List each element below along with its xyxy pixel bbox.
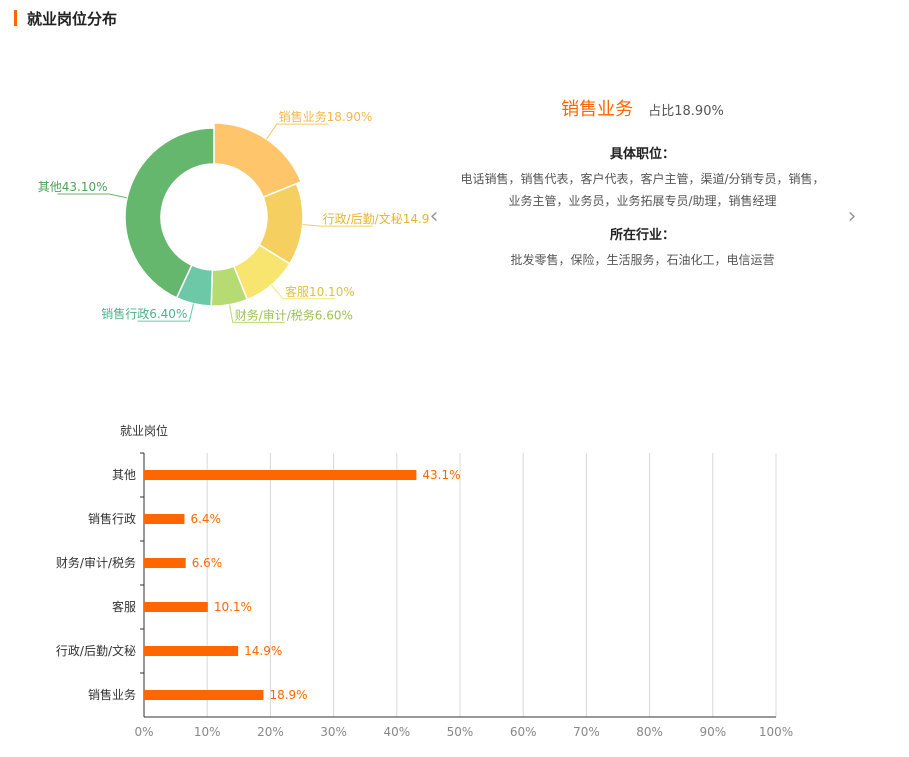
bar-财务-审计-税务[interactable] (144, 558, 186, 568)
y-axis-title: 就业岗位 (120, 423, 168, 438)
category-label: 销售业务 (88, 687, 136, 702)
bar-chart: 就业岗位 0% 10% 20% 30% 40% 50% 60% 70% 80% 90% 100% 其他 4… (56, 423, 793, 739)
donut-leader-line (229, 304, 285, 323)
bar-value-label: 6.6% (192, 556, 223, 570)
donut-label: 财务/审计/税务6.60% (235, 307, 353, 322)
positions-label: 具体职位： (609, 147, 675, 162)
detail-name: 销售业务 (561, 99, 634, 120)
bar-value-label: 14.9% (244, 644, 282, 658)
donut-slice-其他[interactable] (124, 127, 215, 299)
donut-label: 销售行政6.40% (101, 306, 187, 321)
category-label: 行政/后勤/文秘 (56, 643, 136, 658)
bar-value-label: 6.4% (190, 512, 221, 526)
header-accent-bar (14, 10, 17, 26)
donut-leader-line (302, 224, 373, 227)
donut-label: 其他43.10% (38, 180, 108, 194)
bar-value-label: 43.1% (422, 468, 460, 482)
donut-leader-line (266, 123, 329, 140)
bar-value-label: 18.9% (269, 688, 307, 702)
donut-leader-line (57, 193, 128, 199)
category-label: 客服 (112, 599, 136, 614)
x-tick-label: 60% (510, 725, 537, 739)
detail-panel: 销售业务 占比18.90% 具体职位： 电话销售，销售代表，客户代表，客户主管，… (455, 95, 830, 271)
section-title: 就业岗位分布 (27, 9, 118, 28)
bar-客服[interactable] (144, 602, 208, 612)
positions-text: 电话销售，销售代表，客户代表，客户主管，渠道/分销专员，销售，业务主管，业务员，… (460, 172, 825, 208)
detail-percent: 占比18.90% (648, 104, 724, 119)
chevron-left-icon[interactable]: ‹ (429, 204, 439, 229)
x-tick-label: 100% (759, 725, 793, 739)
industries-text: 批发零售，保险，生活服务，石油化工，电信运营 (510, 253, 775, 267)
donut-label: 行政/后勤/文秘14.9 (323, 211, 430, 226)
donut-leader-line (270, 284, 335, 300)
category-label: 其他 (112, 468, 136, 482)
x-tick-label: 80% (636, 725, 663, 739)
chevron-right-icon[interactable]: › (847, 204, 857, 229)
bar-value-label: 10.1% (214, 600, 252, 614)
x-tick-label: 50% (447, 725, 474, 739)
bar-销售业务[interactable] (144, 690, 264, 700)
donut-chart: 销售业务18.90% 行政/后勤/文秘14.9 客服10.10% 财务/审计/税务6.… (38, 109, 430, 323)
donut-label: 客服10.10% (285, 284, 355, 299)
bar-销售行政[interactable] (144, 514, 185, 524)
donut-leader-line (137, 303, 194, 322)
section-header: 就业岗位分布 (14, 8, 117, 28)
category-label: 销售行政 (88, 511, 136, 526)
bar-其他[interactable] (144, 470, 417, 480)
x-tick-label: 90% (699, 725, 726, 739)
detail-header: 销售业务 占比18.90% (455, 95, 830, 121)
bar-行政-后勤-文秘[interactable] (144, 646, 239, 656)
x-tick-label: 10% (194, 725, 221, 739)
donut-slice-销售业务[interactable] (213, 122, 303, 199)
x-tick-label: 20% (257, 725, 284, 739)
x-tick-label: 30% (320, 725, 347, 739)
x-tick-label: 40% (383, 725, 410, 739)
industries-label: 所在行业： (609, 228, 675, 243)
x-tick-label: 0% (134, 725, 153, 739)
category-label: 财务/审计/税务 (56, 555, 136, 570)
donut-label: 销售业务18.90% (279, 109, 373, 124)
x-tick-label: 70% (573, 725, 600, 739)
